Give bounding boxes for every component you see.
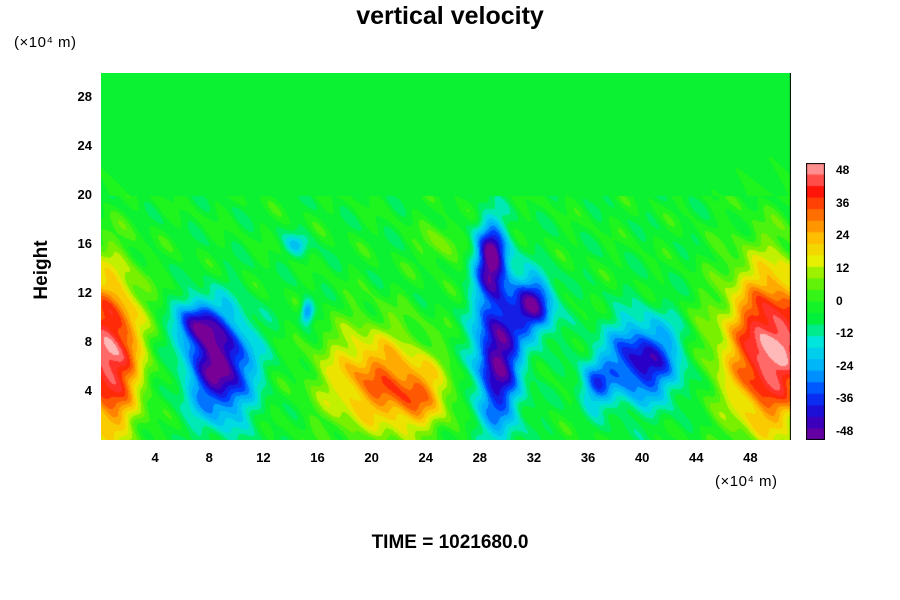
x-tick-label: 24 [418, 450, 433, 465]
colorbar-tick-label: 24 [836, 228, 850, 243]
x-tick-label: 8 [205, 450, 213, 465]
velocity-field-plot [101, 73, 791, 440]
colorbar-tick-label: 12 [836, 260, 850, 275]
x-tick-label: 36 [580, 450, 596, 465]
y-tick-label: 12 [77, 285, 92, 301]
x-tick-label: 44 [689, 450, 704, 465]
colorbar-tick-label: -36 [836, 391, 854, 406]
y-tick-label: 28 [77, 89, 92, 105]
colorbar-tick-label: 36 [836, 195, 850, 210]
colorbar-tick-label: -24 [836, 358, 854, 373]
x-tick-label: 28 [472, 450, 488, 465]
y-tick-label: 4 [84, 383, 92, 399]
time-label: TIME = 1021680.0 [371, 532, 529, 553]
x-tick-label: 16 [310, 450, 325, 465]
chart-title: vertical velocity [356, 2, 544, 30]
x-tick-label: 48 [743, 450, 758, 465]
y-tick-label: 16 [77, 236, 92, 252]
y-axis-unit: (×10⁴ m) [14, 34, 77, 51]
y-tick-label: 24 [77, 138, 92, 154]
x-tick-label: 32 [526, 450, 542, 465]
colorbar-tick-label: 48 [836, 163, 850, 177]
x-tick-label: 20 [364, 450, 379, 465]
x-tick-label: 12 [256, 450, 271, 465]
colorbar-tick-label: 0 [836, 293, 843, 308]
colorbar [806, 163, 825, 440]
y-tick-label: 20 [77, 187, 92, 203]
colorbar-tick-label: -12 [836, 326, 854, 341]
x-tick-label: 40 [634, 450, 650, 465]
x-tick-label: 4 [151, 450, 159, 465]
x-axis-unit: (×10⁴ m) [715, 473, 778, 490]
y-tick-label: 8 [84, 334, 92, 350]
y-axis-label: Height [31, 240, 52, 300]
colorbar-tick-label: -48 [836, 424, 854, 438]
